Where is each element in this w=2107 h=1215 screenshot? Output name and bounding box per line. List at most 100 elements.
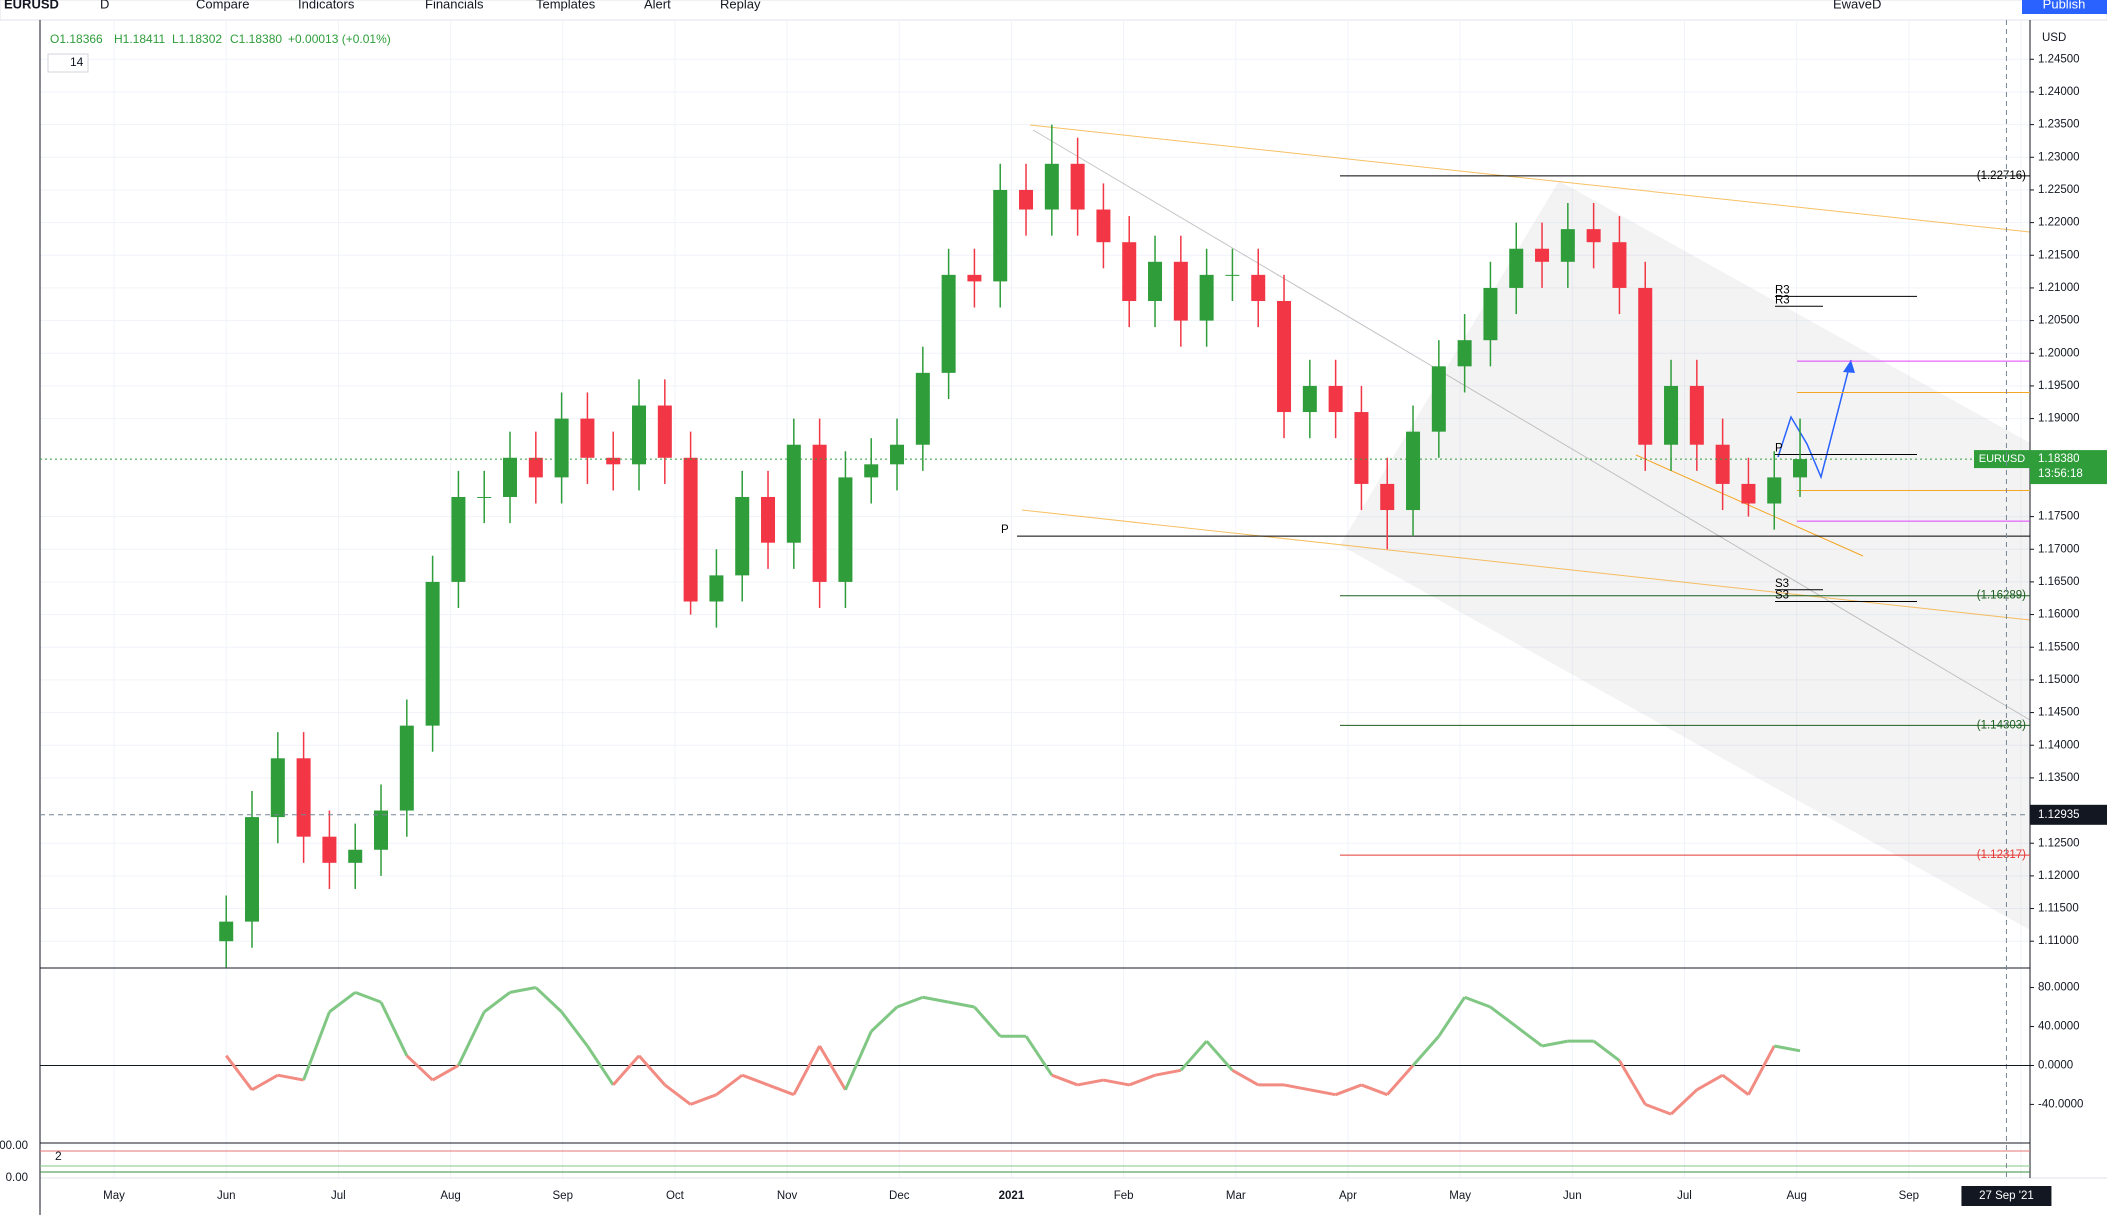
toolbar-item[interactable]: Compare xyxy=(196,0,249,11)
x-tick-label: 2021 xyxy=(999,1190,1025,1202)
osc-segment xyxy=(922,995,949,1004)
osc-segment xyxy=(1747,1045,1776,1096)
candle-body xyxy=(1044,163,1059,210)
osc-segment xyxy=(1386,1064,1415,1096)
candle-body xyxy=(1664,385,1679,445)
candle-body xyxy=(786,444,801,543)
osc-segment xyxy=(1696,1073,1724,1092)
y-tick-label: 1.19000 xyxy=(2038,413,2080,425)
osc-segment xyxy=(637,1054,666,1086)
osc-segment xyxy=(690,1093,717,1106)
osc-segment xyxy=(1644,1103,1672,1116)
y-tick-label: 1.21500 xyxy=(2038,249,2080,261)
candle-body xyxy=(967,274,982,282)
trend-line xyxy=(1029,124,2031,233)
ohlc-legend: O1.18366 H1.18411 L1.18302 C1.18380 +0.0… xyxy=(50,32,391,46)
ohlc-value: C1.18380 xyxy=(230,32,282,46)
indicator-badge[interactable] xyxy=(47,53,89,73)
osc-segment xyxy=(1179,1040,1208,1072)
toolbar-item[interactable]: Replay xyxy=(720,0,761,11)
symbol[interactable]: EURUSD xyxy=(4,0,59,11)
candle-body xyxy=(1689,385,1704,445)
osc-segment xyxy=(1077,1078,1104,1087)
candle-body xyxy=(735,496,750,576)
candle-body xyxy=(348,849,363,863)
candle-body xyxy=(1715,444,1730,484)
x-tick-label: Mar xyxy=(1226,1190,1246,1202)
candle-body xyxy=(1560,229,1575,262)
candle-body xyxy=(1173,261,1188,321)
osc-segment xyxy=(870,1005,899,1033)
candle-body xyxy=(812,444,827,582)
level-label: R3 xyxy=(1775,284,1790,296)
x-tick-label: Nov xyxy=(777,1190,798,1202)
publish-button[interactable] xyxy=(2022,0,2107,14)
osc-segment xyxy=(251,1073,279,1092)
candle-body xyxy=(941,274,956,373)
candle-body xyxy=(1638,287,1653,445)
level-label: S3 xyxy=(1775,578,1789,590)
toolbar-item[interactable]: Alert xyxy=(644,0,671,11)
grid xyxy=(40,20,2030,1178)
toolbar-item[interactable]: Templates xyxy=(536,0,596,11)
osc-segment xyxy=(405,1054,434,1082)
osc-tick-label: 40.0000 xyxy=(2038,1021,2080,1033)
candle-body xyxy=(1148,261,1163,301)
osc-segment xyxy=(792,1045,821,1096)
layout-name[interactable]: EwaveD xyxy=(1833,0,1881,11)
last-price-label: 1.18380 xyxy=(2038,453,2080,465)
publish-label[interactable]: Publish xyxy=(2043,0,2086,11)
candle-body xyxy=(1535,248,1550,262)
osc-segment xyxy=(586,1045,615,1086)
ohlc-value: O1.18366 xyxy=(50,32,103,46)
y-tick-label: 1.13500 xyxy=(2038,772,2080,784)
candle-body xyxy=(374,810,389,850)
osc-segment xyxy=(1231,1069,1259,1087)
osc-segment xyxy=(1592,1039,1621,1062)
currency: USD xyxy=(2042,32,2066,44)
candle-body xyxy=(528,457,543,478)
y-tick-label: 1.24000 xyxy=(2038,86,2080,98)
candle-body xyxy=(1122,242,1137,301)
osc-segment xyxy=(1024,1035,1054,1077)
level-label: P xyxy=(1001,524,1009,536)
channel-line xyxy=(1032,129,2031,721)
y-tick-label: 1.14000 xyxy=(2038,739,2080,751)
y-tick-label: 1.15000 xyxy=(2038,674,2080,686)
osc-segment xyxy=(1515,1025,1543,1048)
candle-body xyxy=(709,575,724,602)
osc-segment xyxy=(560,1010,589,1047)
osc-segment xyxy=(302,1011,331,1081)
osc-segment xyxy=(715,1073,744,1096)
candle-body xyxy=(580,418,595,458)
last-price-symbol: EURUSD xyxy=(1979,453,2026,465)
x-tick-label: Apr xyxy=(1339,1190,1357,1202)
y-tick-label: 1.24500 xyxy=(2038,53,2080,65)
x-tick-label: Jul xyxy=(331,1190,346,1202)
osc-segment xyxy=(973,1006,1002,1038)
level-label: (1.12317) xyxy=(1977,849,2026,861)
osc-segment xyxy=(1670,1088,1698,1116)
x-tick-label: Sep xyxy=(1899,1190,1919,1202)
osc-segment xyxy=(1411,1035,1440,1067)
x-tick-label: Jun xyxy=(217,1190,236,1202)
indicator-length[interactable]: 14 xyxy=(70,55,84,69)
y-tick-label: 1.19500 xyxy=(2038,380,2080,392)
interval[interactable]: D xyxy=(100,0,109,11)
osc-segment xyxy=(612,1054,641,1086)
toolbar-item[interactable]: Financials xyxy=(425,0,484,11)
y-tick-label: 1.11500 xyxy=(2038,903,2079,915)
candle-body xyxy=(1251,274,1266,301)
toolbar-item[interactable]: Indicators xyxy=(298,0,355,11)
countdown: 13:56:18 xyxy=(2038,468,2083,480)
y-tick-label: 1.16000 xyxy=(2038,609,2080,621)
y-tick-label: 1.11000 xyxy=(2038,935,2079,947)
osc-segment xyxy=(534,986,563,1013)
osc-segment xyxy=(1283,1083,1311,1092)
candle-body xyxy=(477,496,492,498)
y-tick-label: 1.22000 xyxy=(2038,217,2080,229)
last-price-box xyxy=(2030,450,2107,485)
y-tick-label: 1.21000 xyxy=(2038,282,2080,294)
osc-segment xyxy=(1721,1073,1750,1096)
